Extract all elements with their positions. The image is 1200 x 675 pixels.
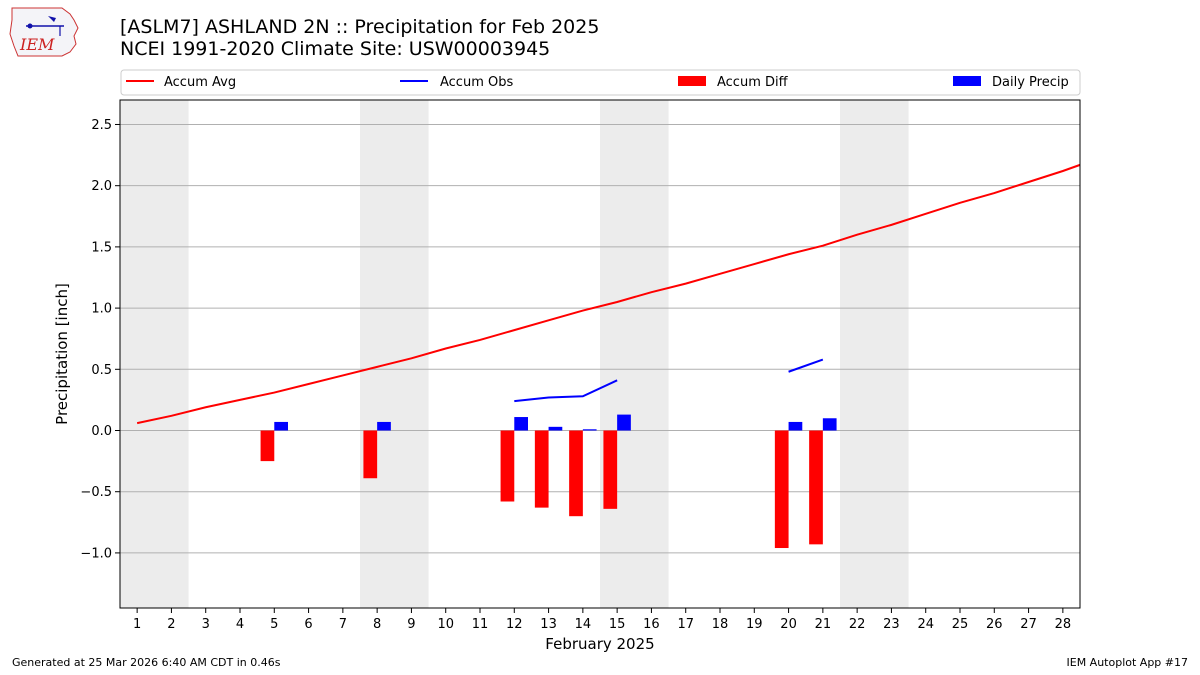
accum-diff-bar [809,430,823,545]
weekend-band-0 [120,100,189,608]
daily-precip-bar [582,429,597,431]
accum-diff-bar [774,430,789,549]
y-tick-label: 2.5 [91,118,112,133]
legend-patch-marker [678,76,706,86]
accum-obs-line [514,379,618,403]
x-tick-label: 5 [270,617,278,632]
legend: Accum Avg Accum Obs Accum Diff Daily Precip [120,69,1081,96]
accum-diff-bar [363,430,378,479]
x-tick-label: 24 [917,617,934,632]
daily-precip-bar [514,417,528,431]
bars [260,414,837,549]
legend-label: Accum Diff [717,75,789,90]
x-tick-label: 17 [677,617,694,632]
plot-frame [119,99,1081,609]
x-tick-label: 21 [815,617,832,632]
x-tick-label: 26 [986,617,1003,632]
y-axis-label: Precipitation [inch] [53,283,71,425]
accum-diff-bar [500,430,515,502]
daily-precip-bar [822,418,837,431]
x-tick-label: 7 [339,617,347,632]
daily-precip-bar [548,426,563,431]
x-tick-label: 3 [202,617,210,632]
y-tick-label: 1.5 [91,240,112,255]
x-tick-label: 13 [540,617,557,632]
title-line-1: [ASLM7] ASHLAND 2N :: Precipitation for … [120,16,600,38]
x-tick-label: 15 [609,617,626,632]
x-tick-label: 27 [1020,617,1037,632]
x-tick-label: 14 [575,617,592,632]
x-tick-label: 9 [407,617,415,632]
logo-text: IEM [19,35,55,54]
x-axis-ticks: 1 2 3 4 5 6 7 8 9 10 11 12 13 14 15 16 17 18 19 20 21 22 23 24 2… [133,608,1071,632]
x-tick-label: 8 [373,617,381,632]
legend-label: Accum Avg [164,75,236,90]
generated-timestamp: Generated at 25 Mar 2026 6:40 AM CDT in … [12,656,281,669]
x-tick-label: 22 [849,617,866,632]
daily-precip-bar [617,414,631,431]
y-axis-ticks: −1.0 −0.5 0.0 0.5 1.0 1.5 2.0 2.5 [80,118,120,561]
y-tick-label: 1.0 [91,302,112,317]
x-axis-label: February 2025 [545,635,654,653]
daily-precip-bar [274,421,288,431]
x-tick-label: 6 [304,617,312,632]
x-tick-label: 19 [746,617,763,632]
x-tick-label: 1 [133,617,141,632]
accum-diff-bar [260,430,275,462]
title-line-2: NCEI 1991-2020 Climate Site: USW00003945 [120,38,551,60]
accum-obs-line [788,358,824,373]
legend-label: Accum Obs [440,75,513,90]
iem-logo: IEM [9,7,79,57]
x-tick-label: 18 [712,617,729,632]
accum-diff-bar [603,430,618,509]
series-lines [136,163,1081,425]
x-tick-label: 10 [437,617,454,632]
daily-precip-bar [788,421,803,431]
y-tick-label: −0.5 [80,485,112,500]
weekend-band-3 [840,100,909,608]
x-tick-label: 12 [506,617,523,632]
accum-avg-line [136,163,1081,425]
x-tick-label: 28 [1055,617,1072,632]
x-tick-label: 16 [643,617,660,632]
legend-box [120,69,1081,96]
legend-label: Daily Precip [992,75,1069,90]
legend-patch-marker [953,76,981,86]
weekend-shading [120,100,909,608]
x-tick-label: 25 [952,617,969,632]
y-tick-label: 2.0 [91,179,112,194]
app-label: IEM Autoplot App #17 [1066,656,1189,669]
x-tick-label: 20 [780,617,797,632]
daily-precip-bar [377,421,391,431]
x-tick-label: 2 [167,617,175,632]
accum-diff-bar [534,430,549,508]
x-tick-label: 23 [883,617,900,632]
chart-title: [ASLM7] ASHLAND 2N :: Precipitation for … [120,16,599,60]
y-tick-label: −1.0 [80,546,112,561]
y-tick-label: 0.5 [91,363,112,378]
x-tick-label: 11 [472,617,489,632]
y-tick-label: 0.0 [91,424,112,439]
weekend-band-2 [600,100,669,608]
x-tick-label: 4 [236,617,244,632]
accum-diff-bar [569,430,583,517]
weekend-band-1 [360,100,429,608]
